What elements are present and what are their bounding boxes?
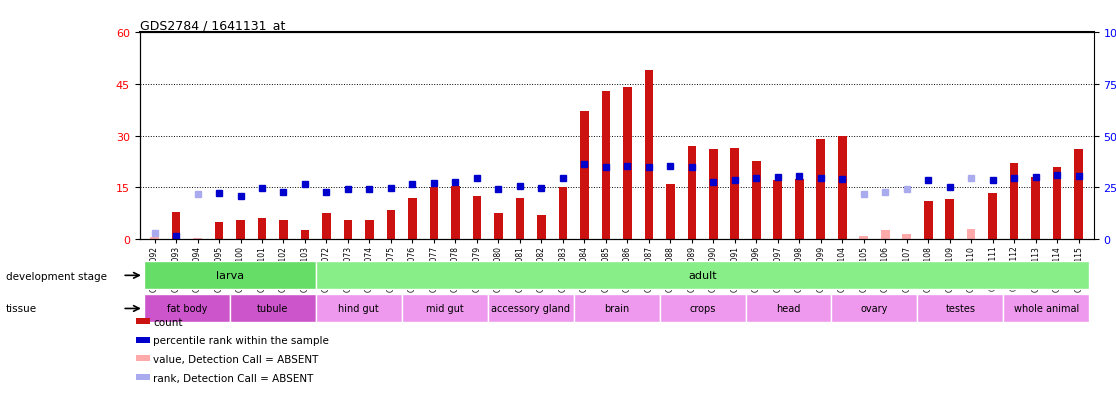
FancyBboxPatch shape bbox=[660, 295, 745, 323]
Bar bbox=[1031, 178, 1040, 240]
Bar bbox=[945, 200, 954, 240]
Bar bbox=[279, 221, 288, 240]
Text: hind gut: hind gut bbox=[338, 304, 379, 314]
Text: tissue: tissue bbox=[6, 304, 37, 313]
Bar bbox=[300, 231, 309, 240]
Bar bbox=[430, 188, 439, 240]
Text: larva: larva bbox=[215, 271, 243, 281]
Bar bbox=[752, 162, 761, 240]
FancyBboxPatch shape bbox=[831, 295, 917, 323]
Text: value, Detection Call = ABSENT: value, Detection Call = ABSENT bbox=[153, 354, 318, 364]
Bar bbox=[494, 214, 502, 240]
Bar bbox=[709, 150, 718, 240]
Bar bbox=[645, 71, 653, 240]
Text: brain: brain bbox=[604, 304, 629, 314]
Text: development stage: development stage bbox=[6, 271, 107, 281]
Bar bbox=[1010, 164, 1019, 240]
Bar bbox=[451, 186, 460, 240]
Bar bbox=[666, 185, 674, 240]
Text: whole animal: whole animal bbox=[1013, 304, 1079, 314]
Bar bbox=[859, 236, 868, 240]
Bar bbox=[1052, 167, 1061, 240]
Bar bbox=[258, 219, 267, 240]
Text: adult: adult bbox=[689, 271, 716, 281]
Bar bbox=[214, 222, 223, 240]
FancyBboxPatch shape bbox=[574, 295, 660, 323]
Bar bbox=[731, 148, 739, 240]
Bar bbox=[193, 239, 202, 240]
Text: mid gut: mid gut bbox=[426, 304, 463, 314]
Bar bbox=[237, 221, 244, 240]
Text: percentile rank within the sample: percentile rank within the sample bbox=[153, 335, 329, 346]
Bar bbox=[580, 112, 588, 240]
Bar bbox=[602, 92, 610, 240]
Text: testes: testes bbox=[945, 304, 975, 314]
Bar bbox=[386, 210, 395, 240]
Bar bbox=[151, 238, 158, 240]
Text: head: head bbox=[777, 304, 800, 314]
FancyBboxPatch shape bbox=[144, 262, 316, 290]
Bar bbox=[172, 212, 181, 240]
Text: crops: crops bbox=[690, 304, 715, 314]
Text: rank, Detection Call = ABSENT: rank, Detection Call = ABSENT bbox=[153, 373, 314, 383]
Bar bbox=[817, 140, 825, 240]
Bar bbox=[537, 216, 546, 240]
FancyBboxPatch shape bbox=[144, 295, 230, 323]
Bar bbox=[966, 229, 975, 240]
FancyBboxPatch shape bbox=[1003, 295, 1089, 323]
FancyBboxPatch shape bbox=[488, 295, 574, 323]
FancyBboxPatch shape bbox=[316, 295, 402, 323]
Bar bbox=[559, 188, 567, 240]
Bar bbox=[472, 197, 481, 240]
Bar bbox=[365, 221, 374, 240]
Bar bbox=[989, 193, 997, 240]
Bar bbox=[1075, 150, 1083, 240]
FancyBboxPatch shape bbox=[316, 262, 1089, 290]
Bar bbox=[408, 198, 416, 240]
Text: count: count bbox=[153, 317, 182, 327]
Text: GDS2784 / 1641131_at: GDS2784 / 1641131_at bbox=[140, 19, 285, 32]
FancyBboxPatch shape bbox=[402, 295, 488, 323]
Bar bbox=[795, 179, 804, 240]
Text: accessory gland: accessory gland bbox=[491, 304, 570, 314]
Bar bbox=[516, 198, 525, 240]
Bar bbox=[323, 214, 330, 240]
Bar bbox=[838, 136, 847, 240]
Bar bbox=[687, 147, 696, 240]
Bar bbox=[881, 231, 889, 240]
FancyBboxPatch shape bbox=[745, 295, 831, 323]
Text: ovary: ovary bbox=[860, 304, 888, 314]
Bar bbox=[773, 181, 782, 240]
Text: fat body: fat body bbox=[166, 304, 206, 314]
FancyBboxPatch shape bbox=[230, 295, 316, 323]
Bar bbox=[924, 202, 933, 240]
FancyBboxPatch shape bbox=[917, 295, 1003, 323]
Bar bbox=[903, 235, 911, 240]
Bar bbox=[623, 88, 632, 240]
Text: tubule: tubule bbox=[257, 304, 288, 314]
Bar bbox=[344, 221, 353, 240]
